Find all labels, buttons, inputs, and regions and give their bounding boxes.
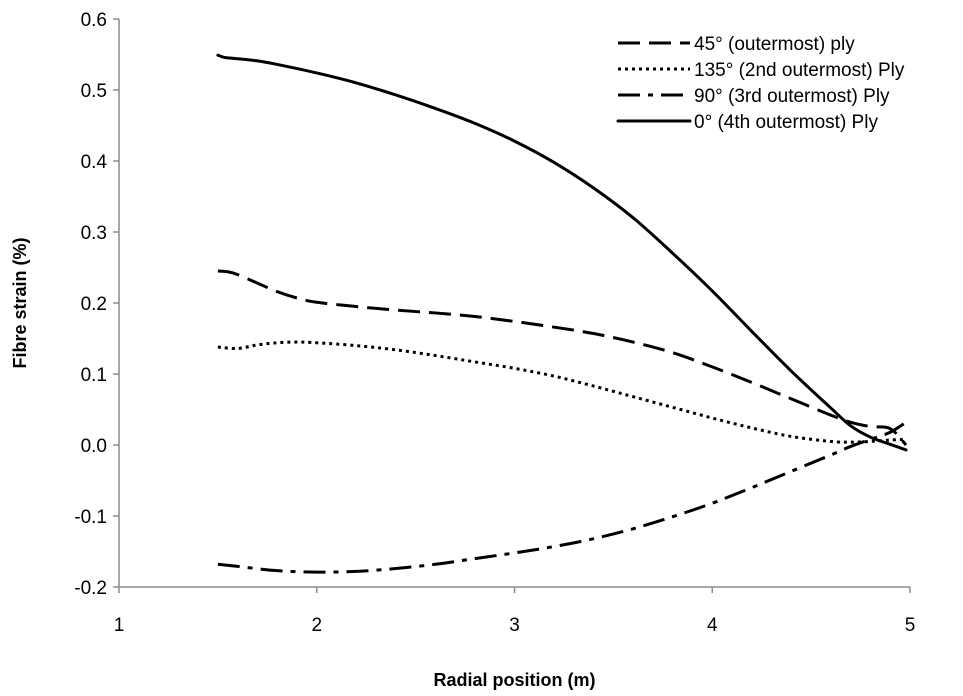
y-tick-label: 0.6 — [81, 10, 107, 31]
legend-label: 135° (2nd outermost) Ply — [694, 60, 905, 81]
y-tick-label: 0.0 — [81, 436, 107, 457]
ticks: -0.2 -0.1 0.0 0.1 0.2 0.3 0.4 0.5 0.6 1 2 3 4 5 — [74, 10, 915, 636]
x-tick-label: 4 — [707, 615, 718, 636]
y-tick-label: -0.2 — [74, 578, 107, 599]
x-axis-title: Radial position (m) — [434, 670, 596, 690]
y-tick-label: 0.1 — [81, 365, 107, 386]
legend: 45° (outermost) ply 135° (2nd outermost) … — [616, 34, 905, 133]
series-135-2nd-outermost-ply — [217, 340, 907, 444]
x-tick-label: 2 — [311, 615, 322, 636]
x-tick-label: 1 — [114, 615, 125, 636]
legend-label: 0° (4th outermost) Ply — [694, 112, 878, 133]
y-tick-label: 0.5 — [81, 81, 107, 102]
legend-label: 90° (3rd outermost) Ply — [694, 86, 890, 107]
series-45-outermost-ply — [217, 269, 908, 447]
series-lines — [216, 53, 908, 574]
y-tick-label: -0.1 — [74, 507, 107, 528]
y-tick-label: 0.2 — [81, 294, 107, 315]
y-tick-label: 0.3 — [81, 223, 107, 244]
series-0-4th-outermost-ply — [216, 53, 908, 452]
y-tick-label: 0.4 — [81, 152, 108, 173]
y-axis-title: Fibre strain (%) — [10, 237, 30, 368]
series-90-3rd-outermost-ply — [217, 421, 907, 574]
legend-label: 45° (outermost) ply — [694, 34, 855, 55]
x-tick-label: 3 — [509, 615, 520, 636]
x-tick-label: 5 — [905, 615, 916, 636]
